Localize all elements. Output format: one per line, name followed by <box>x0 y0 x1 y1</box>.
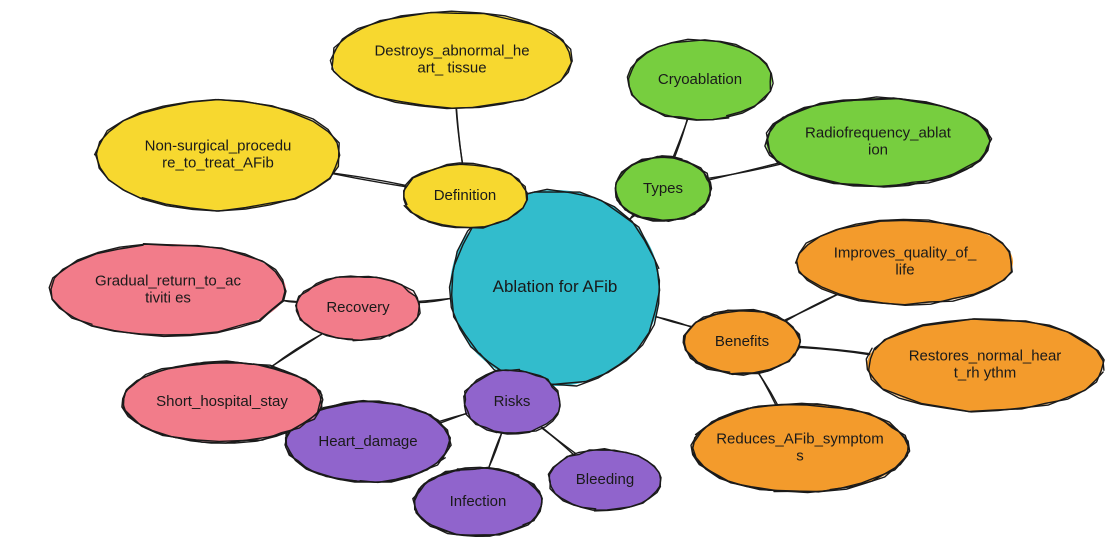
node-label: Cryoablation <box>658 71 742 88</box>
node-ben2: Restores_normal_heart_rh ythm <box>866 319 1104 412</box>
node-recov: Recovery <box>296 276 420 341</box>
node-risk3: Bleeding <box>548 449 661 511</box>
node-def2: Destroys_abnormal_heart_ tissue <box>330 11 572 108</box>
node-risk2: Infection <box>413 467 542 536</box>
node-label: Infection <box>450 493 507 510</box>
edge <box>271 334 322 367</box>
node-benefits: Benefits <box>683 310 800 376</box>
edge <box>708 163 781 180</box>
edge <box>758 372 778 405</box>
node-ben3: Reduces_AFib_symptoms <box>691 403 910 492</box>
edge <box>655 316 691 326</box>
node-label: Heart_damage <box>318 433 417 450</box>
node-label: Definition <box>434 187 497 204</box>
node-label: Non-surgical_procedure_to_treat_AFib <box>145 137 292 171</box>
edge <box>282 300 298 302</box>
node-types1: Cryoablation <box>627 39 773 120</box>
node-risks: Risks <box>464 369 560 434</box>
edge <box>456 108 462 164</box>
node-label: Types <box>643 180 683 197</box>
node-def: Definition <box>403 163 527 228</box>
node-types2: Radiofrequency_ablation <box>765 97 992 187</box>
node-label: Benefits <box>715 333 769 350</box>
node-label: Short_hospital_stay <box>156 393 288 410</box>
node-types: Types <box>615 156 712 222</box>
node-label: Bleeding <box>576 471 634 488</box>
edge <box>488 432 502 469</box>
nodes-layer: Ablation for AFib Definition Non-surgical_… <box>49 11 1104 536</box>
edge <box>799 346 871 354</box>
edge <box>673 118 688 158</box>
node-label: Risks <box>494 393 531 410</box>
edge <box>418 298 450 302</box>
edge <box>541 427 576 456</box>
mindmap-diagram: Ablation for AFib Definition Non-surgical_… <box>0 0 1110 551</box>
edge <box>332 173 405 187</box>
node-label: Ablation for AFib <box>493 277 618 296</box>
node-label: Recovery <box>326 299 390 316</box>
node-ben1: Improves_quality_of_life <box>796 219 1013 305</box>
node-rec2: Short_hospital_stay <box>122 361 323 443</box>
node-rec1: Gradual_return_to_activiti es <box>49 244 286 337</box>
edge <box>785 294 838 321</box>
edge <box>440 413 467 423</box>
node-def1: Non-surgical_procedure_to_treat_AFib <box>95 100 340 212</box>
